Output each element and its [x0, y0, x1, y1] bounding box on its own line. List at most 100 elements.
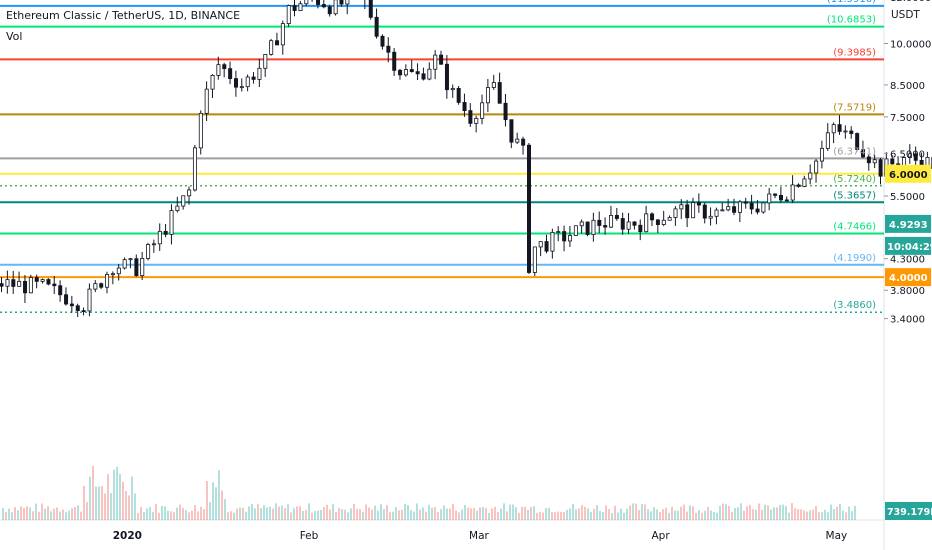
countdown-badge [885, 236, 931, 255]
volume-bar [197, 511, 199, 520]
volume-bar [236, 508, 238, 520]
level-label: (11.5910) [827, 0, 876, 5]
candle [556, 231, 561, 233]
candle [784, 199, 789, 202]
volume-bar [326, 504, 328, 520]
volume-bar [506, 511, 508, 520]
volume-bar [659, 512, 661, 520]
volume-bar [608, 509, 610, 520]
badge-4 [885, 268, 931, 287]
volume-bar [425, 511, 427, 520]
volume-bar [224, 499, 226, 520]
candle [667, 217, 672, 221]
volume-bar [794, 508, 796, 520]
candle [181, 195, 186, 207]
x-axis: 2020FebMarAprMayJunJulAugSepOctNovDec [113, 530, 848, 542]
candle [23, 280, 28, 294]
volume-bar [320, 509, 322, 520]
candle [52, 283, 57, 287]
candle [550, 232, 555, 252]
candle [210, 75, 215, 90]
volume-bar [743, 510, 745, 520]
volume-bar [488, 512, 490, 520]
volume-bar [287, 504, 289, 520]
volume-bar [542, 512, 544, 520]
level-label: (10.6853) [827, 15, 876, 26]
volume-bar [644, 504, 646, 520]
volume-bar [53, 508, 55, 520]
badge-6-text: 6.0000 [889, 170, 928, 181]
volume-bar [560, 511, 562, 520]
volume-bar [827, 512, 829, 520]
level-label: (5.3657) [833, 190, 876, 201]
volume-bar [443, 505, 445, 520]
volume-bar [440, 509, 442, 520]
volume-bar [317, 510, 319, 520]
volume-bar [77, 505, 79, 520]
volume-bar [752, 509, 754, 520]
volume-bar [200, 506, 202, 520]
candle [198, 112, 203, 149]
volume-bar [128, 495, 130, 520]
badge-6 [885, 164, 931, 183]
volume-bar [68, 510, 70, 520]
volume-bar [104, 493, 106, 520]
x-tick-label: 2020 [113, 530, 142, 542]
volume-bar [593, 508, 595, 520]
candle [890, 158, 895, 165]
volume-bar [578, 508, 580, 520]
volume-bar [275, 503, 277, 520]
volume-bar [734, 507, 736, 520]
volume-bar [368, 507, 370, 520]
volume-bar [611, 512, 613, 520]
volume-bar [374, 505, 376, 520]
volume-bar [302, 510, 304, 520]
volume-bar [116, 466, 118, 520]
candle [392, 51, 397, 71]
volume-bar [770, 509, 772, 520]
candle [257, 67, 262, 80]
candle [292, 5, 297, 11]
candle [239, 86, 244, 89]
volume-bar [188, 512, 190, 520]
volume-bar [641, 503, 643, 520]
volume-bar [161, 505, 163, 520]
volume-bar [149, 507, 151, 520]
volume-bar [14, 507, 16, 520]
volume-bar [257, 504, 259, 520]
volume-bar [749, 505, 751, 520]
volume-bar [29, 507, 31, 520]
candle [304, 0, 309, 5]
volume-bar [314, 511, 316, 520]
volume-bar [704, 510, 706, 520]
volume-bar [662, 509, 664, 520]
volume-bar [710, 510, 712, 520]
candle [58, 285, 63, 296]
volume-bar [617, 512, 619, 520]
volume-bar [722, 503, 724, 520]
candle [99, 283, 104, 288]
volume-bar [521, 506, 523, 520]
candle [872, 159, 877, 164]
candle [46, 279, 51, 285]
y-tick-label: 10.0000 [890, 40, 931, 51]
volume-bar [86, 502, 88, 520]
volume-bar [26, 506, 28, 520]
candle [632, 221, 637, 226]
candle [597, 219, 602, 226]
volume-bar [65, 512, 67, 520]
candle [609, 215, 614, 228]
candle [280, 23, 285, 46]
volume-bar [212, 482, 214, 520]
volume-bar [218, 470, 220, 520]
volume-bar [437, 512, 439, 520]
volume-bar [509, 504, 511, 520]
volume-bar [647, 509, 649, 520]
y-tick-label: 3.4000 [890, 315, 925, 326]
candle [368, 0, 373, 18]
volume-bar [836, 506, 838, 520]
volume-bar [791, 503, 793, 520]
volume-bar [458, 512, 460, 520]
volume-bar [812, 509, 814, 520]
